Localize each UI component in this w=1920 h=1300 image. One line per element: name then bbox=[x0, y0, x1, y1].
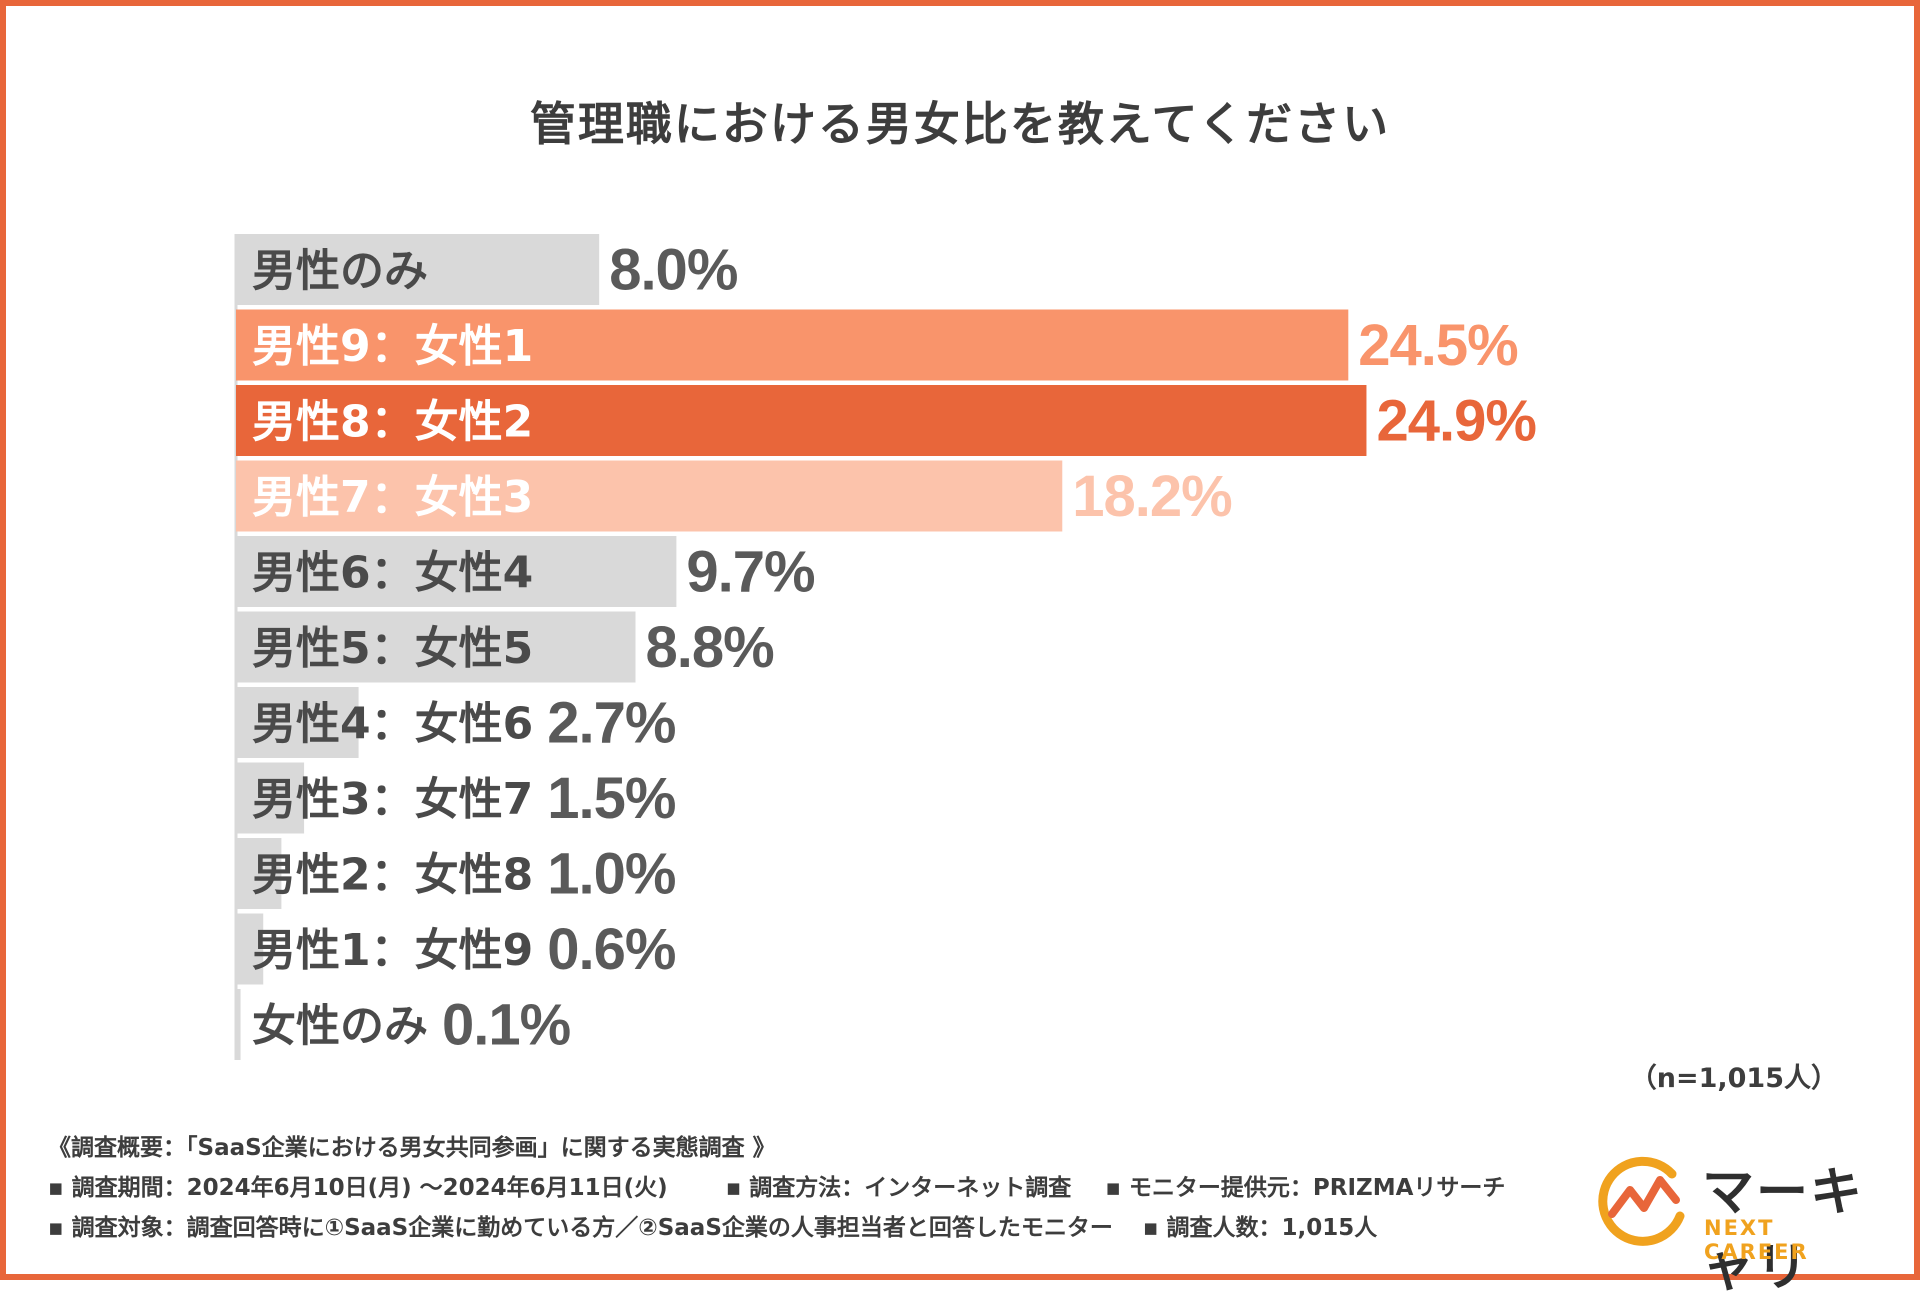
category-label-6: 男性4：女性6 bbox=[252, 699, 533, 750]
bar-4 bbox=[236, 536, 677, 607]
category-label-9: 男性1：女性9 bbox=[252, 925, 533, 976]
notes-header: 《調査概要：「SaaS企業における男女共同参画」に関する実態調査 》 bbox=[48, 1135, 776, 1161]
chart-title: 管理職における男女比を教えてください bbox=[529, 97, 1391, 151]
category-label-10: 女性のみ bbox=[252, 1001, 428, 1052]
category-label-4: 男性6：女性4 bbox=[252, 548, 533, 599]
notes-count: ▪ 調査人数：1,015人 bbox=[1142, 1215, 1378, 1241]
value-label-10: 0.1% bbox=[442, 993, 571, 1058]
notes-line-3: ▪ 調査対象：調査回答時に①SaaS企業に勤めている方／②SaaS企業の人事担当… bbox=[48, 1208, 1608, 1248]
notes-method: ▪ 調査方法：インターネット調査 bbox=[725, 1175, 1072, 1201]
bar-chart: 男性のみ 8.0% 男性9：女性1 24.5% 男性8：女性2 24.9% 男性7：女性3 1… bbox=[234, 234, 1537, 1060]
notes-line-2: ▪ 調査期間：2024年6月10日(月) ～2024年6月11日(火) ▪ 調査方… bbox=[48, 1168, 1608, 1208]
value-label-8: 1.0% bbox=[547, 842, 676, 907]
bar-0 bbox=[236, 234, 600, 305]
bar-1 bbox=[236, 309, 1349, 381]
value-label-1: 24.5% bbox=[1358, 313, 1518, 378]
value-label-3: 18.2% bbox=[1072, 464, 1232, 529]
value-label-9: 0.6% bbox=[547, 917, 676, 982]
bar-8 bbox=[236, 838, 282, 909]
logo-subtitle: NEXT CAREER bbox=[1704, 1216, 1809, 1264]
logo-mark-icon bbox=[1598, 1156, 1685, 1246]
notes-provider: ▪ モニター提供元：PRIZMAリサーチ bbox=[1105, 1175, 1506, 1201]
category-label-1: 男性9：女性1 bbox=[252, 321, 533, 372]
bar-5 bbox=[236, 611, 636, 683]
value-label-0: 8.0% bbox=[609, 238, 738, 303]
notes-period: ▪ 調査期間：2024年6月10日(月) ～2024年6月11日(火) bbox=[48, 1175, 668, 1201]
category-label-7: 男性3：女性7 bbox=[252, 774, 533, 825]
category-label-2: 男性8：女性2 bbox=[252, 397, 533, 448]
category-label-5: 男性5：女性5 bbox=[252, 623, 533, 674]
bar-9 bbox=[236, 913, 264, 985]
value-label-2: 24.9% bbox=[1376, 389, 1536, 454]
notes-target: ▪ 調査対象：調査回答時に①SaaS企業に勤めている方／②SaaS企業の人事担当… bbox=[48, 1215, 1113, 1241]
value-label-5: 8.8% bbox=[646, 615, 775, 680]
bar-3 bbox=[236, 460, 1063, 532]
category-label-0: 男性のみ bbox=[252, 246, 428, 297]
value-label-7: 1.5% bbox=[547, 766, 676, 831]
survey-notes: 《調査概要：「SaaS企業における男女共同参画」に関する実態調査 》 ▪ 調査期… bbox=[48, 1128, 1608, 1248]
value-label-4: 9.7% bbox=[686, 540, 815, 605]
value-label-6: 2.7% bbox=[547, 691, 676, 756]
bar-6 bbox=[236, 687, 359, 758]
bar-2 bbox=[236, 385, 1367, 456]
logo: マーキャリ NEXT CAREER bbox=[1594, 1150, 1884, 1298]
sample-size: （n=1,015人） bbox=[1629, 1063, 1838, 1094]
category-label-3: 男性7：女性3 bbox=[252, 472, 533, 523]
bar-7 bbox=[236, 762, 305, 834]
category-label-8: 男性2：女性8 bbox=[252, 850, 533, 901]
bar-10 bbox=[236, 989, 241, 1060]
